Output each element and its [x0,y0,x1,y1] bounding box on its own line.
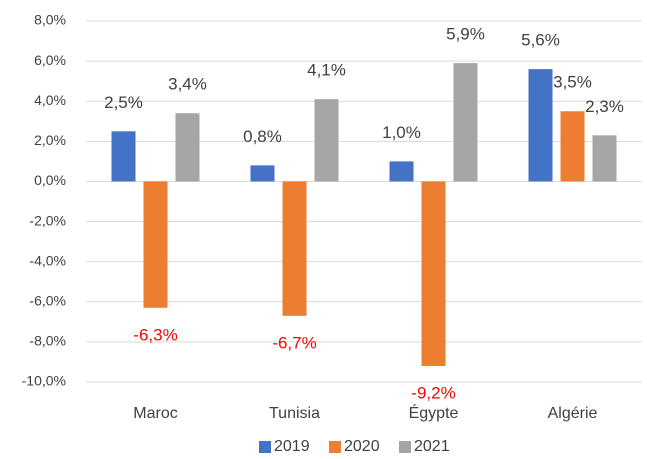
data-label: 2,5% [104,93,143,112]
data-label: 3,4% [168,75,207,94]
bar [111,131,136,182]
y-tick-label: -8,0% [29,333,66,349]
bar [421,181,446,366]
x-tick-label: Tunisia [269,405,320,422]
data-label: -9,2% [411,383,455,402]
bar [592,135,617,182]
legend-label: 2019 [274,438,310,455]
data-label: 2,3% [585,97,624,116]
data-label: 3,5% [553,73,592,92]
y-tick-label: 2,0% [34,132,66,148]
x-tick-label: Algérie [548,405,598,422]
x-tick-label: Égypte [409,403,459,422]
data-label: 0,8% [243,127,282,146]
bar [175,113,200,182]
y-tick-label: -6,0% [29,292,66,308]
bar [453,63,478,182]
y-tick-label: -2,0% [29,212,66,228]
legend-swatch [399,441,411,453]
y-tick-label: 8,0% [34,12,66,28]
y-tick-label: -4,0% [29,252,66,268]
data-label: 5,9% [446,25,485,44]
data-label: -6,3% [133,325,177,344]
data-label: 1,0% [382,123,421,142]
y-tick-label: 6,0% [34,52,66,68]
legend-label: 2021 [414,438,450,455]
bar [282,181,307,316]
x-tick-label: Maroc [133,405,177,422]
bar [389,161,414,182]
bar [314,99,339,182]
data-label: -6,7% [272,333,316,352]
data-label: 5,6% [521,31,560,50]
y-tick-label: 4,0% [34,92,66,108]
bar [250,165,275,182]
legend-label: 2020 [344,438,380,455]
y-tick-label: -10,0% [22,373,66,389]
y-tick-label: 0,0% [34,172,66,188]
legend-swatch [259,441,271,453]
data-label: 4,1% [307,61,346,80]
bar [528,69,553,182]
bar [143,181,168,308]
bar [560,111,585,182]
legend-swatch [329,441,341,453]
